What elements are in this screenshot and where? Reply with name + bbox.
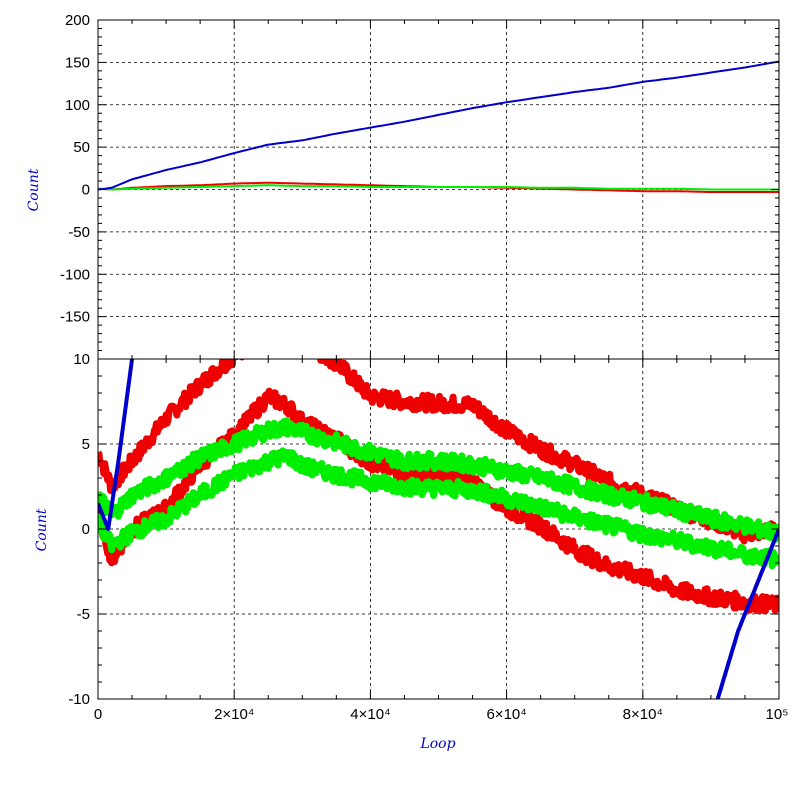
series-line-blue xyxy=(98,359,135,531)
x-axis-title: Loop xyxy=(419,736,455,752)
x-tick-label: 8×10⁴ xyxy=(623,706,663,723)
series-line-green xyxy=(98,417,779,543)
y-tick-label: -100 xyxy=(60,266,90,283)
y-tick-label: 0 xyxy=(82,521,90,538)
top-y-axis-title: Count xyxy=(26,168,42,211)
series-group xyxy=(98,359,779,699)
x-tick-label: 2×10⁴ xyxy=(214,706,254,723)
y-tick-label: 0 xyxy=(82,182,90,199)
y-tick-label: -150 xyxy=(60,309,90,326)
y-tick-label: 10 xyxy=(73,351,90,368)
y-tick-label: 150 xyxy=(65,54,90,71)
y-tick-label: 5 xyxy=(82,436,90,453)
x-tick-label: 4×10⁴ xyxy=(350,706,390,723)
y-tick-label: 100 xyxy=(65,97,90,114)
series-line-blue xyxy=(715,527,779,699)
y-tick-label: -5 xyxy=(77,606,90,623)
series-line-green xyxy=(98,184,779,191)
y-tick-label: 50 xyxy=(73,139,90,156)
bottom-y-axis-title: Count xyxy=(34,508,50,551)
series-group xyxy=(98,60,779,193)
series-line-green xyxy=(98,447,779,570)
y-tick-label: -50 xyxy=(68,224,90,241)
x-tick-label: 10⁵ xyxy=(766,706,789,723)
x-tick-label: 0 xyxy=(94,706,102,723)
plot-frame xyxy=(97,358,780,700)
series-line-blue xyxy=(98,60,779,191)
frame-layer xyxy=(97,19,780,700)
series-layer xyxy=(98,60,779,699)
y-tick-label: 200 xyxy=(65,12,90,29)
x-tick-label: 6×10⁴ xyxy=(486,706,526,723)
y-tick-label: -10 xyxy=(68,691,90,708)
grid-layer xyxy=(98,20,779,699)
